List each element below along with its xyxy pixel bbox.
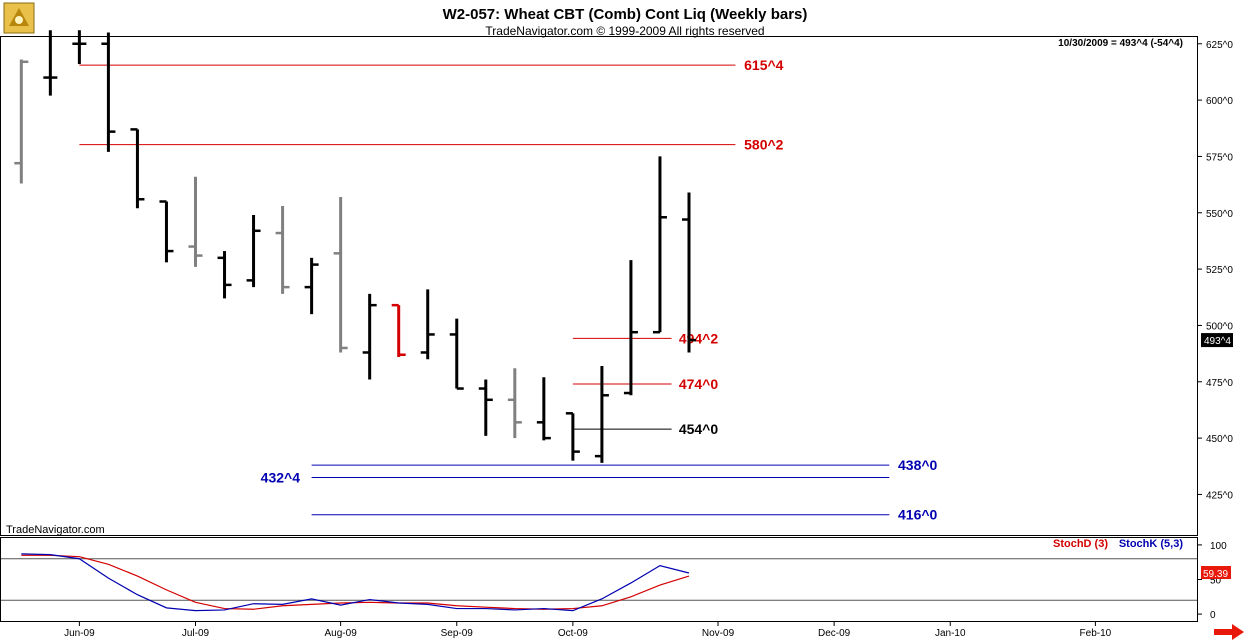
stochastic-panel: 100 50 0 59.39 StochD (3) StochK (5,3) <box>0 537 1231 622</box>
level-label: 615^4 <box>744 57 784 73</box>
ohlc-bar <box>420 289 435 360</box>
time-axis-label: Jun-09 <box>64 628 95 639</box>
level-label: 432^4 <box>261 470 301 486</box>
price-readout: 10/30/2009 = 493^4 (-54^4) <box>1058 38 1183 49</box>
time-axis-label: Oct-09 <box>558 628 588 639</box>
stochastic-axis: 100 50 0 59.39 <box>1197 541 1231 621</box>
ohlc-bar <box>43 30 58 96</box>
chart-title: W2-057: Wheat CBT (Comb) Cont Liq (Weekl… <box>443 6 808 23</box>
ohlc-bar <box>101 32 116 152</box>
ohlc-bar <box>478 379 493 436</box>
stochastic-axis-label: 0 <box>1210 610 1216 621</box>
time-axis-label: Feb-10 <box>1080 628 1112 639</box>
stochastic-axis-label: 50 <box>1210 576 1222 587</box>
last-price-label: 493^4 <box>1204 336 1231 347</box>
chart-subtitle: TradeNavigator.com © 1999-2009 All right… <box>485 24 764 38</box>
ohlc-bar <box>391 303 406 357</box>
price-panel: 615^4 580^2 494^2 474^0 454^0 438^0 432^4 416^0… <box>0 30 1233 536</box>
watermark: TradeNavigator.com <box>6 524 105 536</box>
ohlc-bar <box>681 192 696 353</box>
ohlc-bar <box>159 200 174 263</box>
price-axis-label: 500^0 <box>1206 321 1233 332</box>
trade-navigator-logo[interactable] <box>3 2 35 34</box>
price-axis-label: 575^0 <box>1206 152 1233 163</box>
price-axis-label: 550^0 <box>1206 209 1233 220</box>
level-label: 580^2 <box>744 137 784 153</box>
time-axis-label: Aug-09 <box>325 628 358 639</box>
ohlc-bar <box>565 412 580 461</box>
level-label: 416^0 <box>898 507 938 523</box>
ohlc-bar <box>507 368 522 439</box>
level-label: 454^0 <box>679 421 719 437</box>
ohlc-bar <box>130 128 145 209</box>
ohlc-bar <box>188 176 203 267</box>
price-axis-label: 425^0 <box>1206 490 1233 501</box>
price-axis-label: 625^0 <box>1206 40 1233 51</box>
stochastic-series-line <box>21 554 690 610</box>
stochastic-axis-label: 100 <box>1210 541 1227 552</box>
ohlc-bar <box>217 251 232 299</box>
stochastic-last-tag <box>1201 566 1231 580</box>
level-label: 438^0 <box>898 457 938 473</box>
ohlc-bar <box>304 257 319 315</box>
price-axis-label: 600^0 <box>1206 96 1233 107</box>
ohlc-bar <box>623 260 638 396</box>
ohlc-bar <box>594 365 609 463</box>
level-label: 494^2 <box>679 330 719 346</box>
price-axis[interactable]: 625^0 600^0 575^0 550^0 525^0 500^0 475^0 450^0… <box>1197 40 1233 502</box>
scroll-right-arrow[interactable] <box>1214 624 1244 640</box>
legend-stochd: StochD (3) <box>1053 538 1108 550</box>
time-axis-label: Jan-10 <box>935 628 966 639</box>
stochastic-series-line <box>21 553 690 612</box>
ohlc-bar <box>14 59 29 184</box>
time-axis[interactable]: Jun-09 Jul-09 Aug-09 Sep-09 Oct-09 Nov-09 Dec-… <box>64 621 1112 639</box>
ohlc-bar <box>333 196 348 353</box>
price-axis-label: 475^0 <box>1206 378 1233 389</box>
stochastic-last-label: 59.39 <box>1203 569 1228 580</box>
ohlc-bar <box>449 318 464 390</box>
ohlc-bar <box>362 293 377 380</box>
ohlc-bar <box>72 30 87 65</box>
time-axis-label: Jul-09 <box>182 628 210 639</box>
price-axis-label: 525^0 <box>1206 265 1233 276</box>
ohlc-bar <box>246 215 261 288</box>
ohlc-bar <box>275 206 290 294</box>
price-axis-label: 450^0 <box>1206 434 1233 445</box>
time-axis-label: Dec-09 <box>818 628 851 639</box>
time-axis-label: Nov-09 <box>702 628 735 639</box>
time-axis-label: Sep-09 <box>441 628 474 639</box>
legend-stochk: StochK (5,3) <box>1119 538 1184 550</box>
ohlc-bar <box>536 377 551 441</box>
level-label: 474^0 <box>679 376 719 392</box>
last-price-tag <box>1201 333 1233 348</box>
ohlc-bar <box>652 156 667 334</box>
